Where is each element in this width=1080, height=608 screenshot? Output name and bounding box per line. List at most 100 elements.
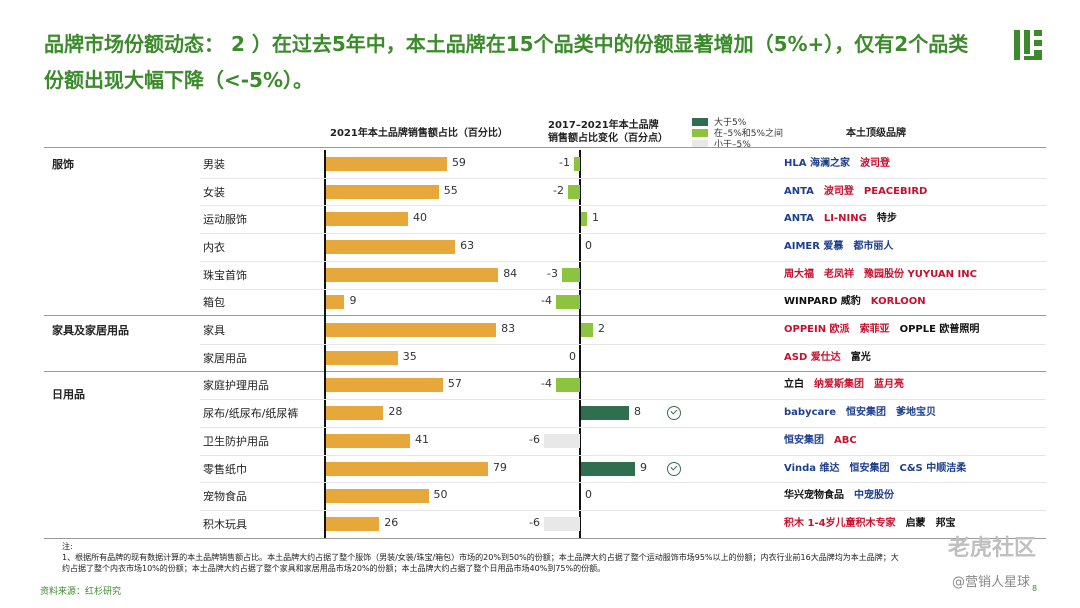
row-divider xyxy=(200,233,1046,235)
legend-swatch xyxy=(692,128,708,137)
share-value-label: 26 xyxy=(384,515,399,529)
brand-logo: LI-NING xyxy=(823,213,867,225)
row-divider xyxy=(200,343,1046,345)
share-bar xyxy=(326,489,429,504)
brands-header: 本土顶级品牌 xyxy=(846,128,906,139)
share-value-label: 79 xyxy=(492,460,507,474)
share-bar xyxy=(326,516,380,531)
share-bar xyxy=(326,378,443,393)
brand-logo: 立白 xyxy=(784,379,804,391)
brand-logos-row: OPPEIN 欧派 索菲亚 OPPLE 欧普照明 xyxy=(784,319,979,341)
brand-logos-row: ANTA 波司登 PEACEBIRD xyxy=(784,181,927,203)
share-value-label: 59 xyxy=(451,155,466,169)
brand-logo: 老凤祥 xyxy=(824,268,854,280)
change-value-label: 8 xyxy=(634,405,641,419)
change-value-label: 9 xyxy=(640,460,647,474)
share-bar xyxy=(326,267,499,282)
category-label: 运动服饰 xyxy=(203,213,247,227)
change-bar xyxy=(544,433,580,448)
row-divider xyxy=(200,454,1046,456)
change-value-label: -2 xyxy=(553,183,564,197)
sequoia-logo-icon xyxy=(1014,30,1042,60)
brand-logo: 中宠股份 xyxy=(854,490,894,502)
category-label: 箱包 xyxy=(203,296,225,310)
chart-legend: 大于5% 在–5%和5%之间 小于–5% xyxy=(692,116,783,150)
header-separator xyxy=(44,147,1046,148)
share-header: 2021年本土品牌销售额占比（百分比） xyxy=(330,128,508,139)
category-label: 宠物食品 xyxy=(203,490,247,504)
share-value-label: 28 xyxy=(388,405,403,419)
share-value-label: 35 xyxy=(402,349,417,363)
share-value-label: 57 xyxy=(447,377,462,391)
brand-logo: OPPLE 欧普照明 xyxy=(899,324,980,336)
category-label: 积木玩具 xyxy=(203,517,247,531)
brand-logos-row: babycare 恒安集团 爹地宝贝 xyxy=(784,402,936,424)
change-bar xyxy=(556,295,580,310)
brand-logo: PEACEBIRD xyxy=(863,185,928,197)
share-value-label: 50 xyxy=(433,488,448,502)
change-bar xyxy=(581,212,587,227)
share-bar xyxy=(326,323,497,338)
share-value-label: 84 xyxy=(503,266,518,280)
share-bar xyxy=(326,461,488,476)
share-value-label: 9 xyxy=(349,294,357,308)
brand-logo: C&S 中顺洁柔 xyxy=(899,462,967,474)
brand-logos-row: ASD 爱仕达 富光 xyxy=(784,347,871,369)
page-number: 8 xyxy=(1032,584,1038,593)
change-value-label: -6 xyxy=(529,432,540,446)
change-value-label: 2 xyxy=(598,322,605,336)
row-divider xyxy=(200,288,1046,290)
legend-item: 小于–5% xyxy=(692,138,783,150)
share-bar xyxy=(326,212,408,227)
category-label: 女装 xyxy=(203,185,225,199)
brand-logo: HLA 海澜之家 xyxy=(784,157,850,169)
chart-bottom-line xyxy=(44,538,1046,539)
row-divider xyxy=(200,482,1046,484)
footnotes: 注: 1、根据所有品牌的现有数据计算的本土品牌销售额占比。本土品牌大约占据了整个… xyxy=(62,542,899,573)
brand-logo: ANTA xyxy=(784,185,814,197)
brand-logo: babycare xyxy=(784,407,836,419)
brand-logo: 波司登 xyxy=(823,185,854,197)
brand-logo: ABC xyxy=(834,434,857,446)
checkmark-icon xyxy=(667,461,681,476)
brand-logo: 恒安集团 xyxy=(845,407,886,419)
brand-logo: WINPARD 威豹 xyxy=(784,296,861,308)
share-bar xyxy=(326,406,384,421)
category-label: 家庭护理用品 xyxy=(203,379,269,393)
legend-swatch xyxy=(692,139,708,148)
change-value-label: 0 xyxy=(569,349,576,363)
brand-logo: 豫园股份 YUYUAN INC xyxy=(864,268,977,280)
change-value-label: 0 xyxy=(585,238,592,252)
brand-logo: 邦宝 xyxy=(935,517,956,529)
category-label: 男装 xyxy=(203,157,225,171)
brand-logo: OPPEIN 欧派 xyxy=(784,324,850,336)
change-value-label: -3 xyxy=(547,266,558,280)
brand-logo: 特步 xyxy=(876,213,897,225)
change-bar xyxy=(544,516,580,531)
checkmark-icon xyxy=(667,406,681,421)
brand-logo: 波司登 xyxy=(859,157,890,169)
change-bar xyxy=(568,184,580,199)
change-value-label: 0 xyxy=(585,488,592,502)
row-divider xyxy=(200,205,1046,207)
change-header-line1: 2017–2021年本土品牌 xyxy=(548,120,659,131)
group-label-apparel: 服饰 xyxy=(52,158,74,171)
brand-logos-row: AIMER 爱慕 都市丽人 xyxy=(784,236,893,258)
category-label: 尿布/纸尿布/纸尿裤 xyxy=(203,407,299,421)
category-label: 家居用品 xyxy=(203,351,247,365)
category-label: 卫生防护用品 xyxy=(203,434,269,448)
change-value-label: -4 xyxy=(541,377,552,391)
brand-logo: 蓝月亮 xyxy=(874,379,904,391)
brand-logos-row: 立白 纳爱斯集团 蓝月亮 xyxy=(784,374,904,396)
change-bar xyxy=(581,323,593,338)
page-title: 品牌市场份额动态： 2 ）在过去5年中，本土品牌在15个品类中的份额显著增加（5… xyxy=(44,32,969,92)
category-label: 珠宝首饰 xyxy=(203,268,247,282)
brand-logo: 爹地宝贝 xyxy=(895,407,936,419)
group-separator xyxy=(44,315,1046,316)
row-divider xyxy=(200,399,1046,401)
brand-logo: ASD 爱仕达 xyxy=(784,351,841,363)
legend-item: 大于5% xyxy=(692,116,783,128)
brand-logo: ANTA xyxy=(784,213,814,225)
share-value-label: 83 xyxy=(501,322,516,336)
change-header-line2: 销售额占比变化（百分点） xyxy=(548,133,668,144)
